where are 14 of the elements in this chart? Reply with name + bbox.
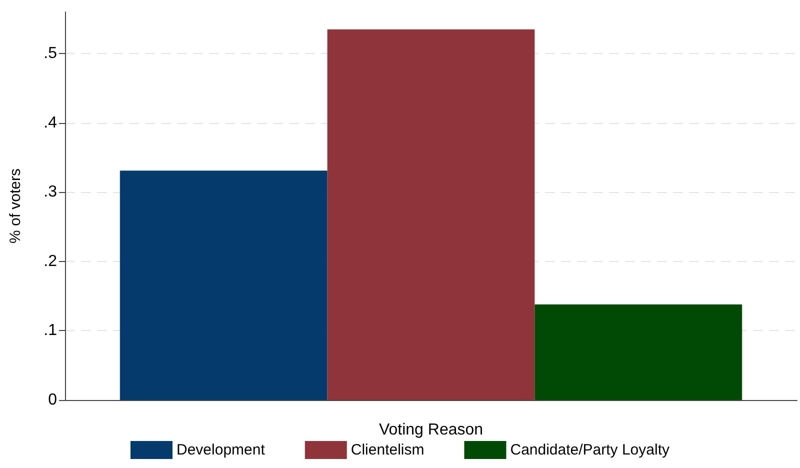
y-axis-title: % of voters [7, 168, 24, 244]
legend-label: Development [176, 442, 266, 458]
y-tick-label: .3 [44, 184, 58, 201]
y-tick-label: .2 [44, 252, 58, 270]
y-tick-label: 0 [48, 392, 58, 408]
legend-label: Candidate/Party Loyalty [510, 442, 670, 458]
bar [327, 29, 535, 400]
legend-label: Clientelism [350, 442, 424, 458]
y-tick-label: .1 [44, 322, 58, 340]
bar [120, 170, 328, 400]
y-tick-label: .5 [44, 45, 58, 62]
y-tick-label: .4 [44, 114, 58, 132]
bar [534, 304, 742, 400]
x-axis-title: Voting Reason [378, 422, 484, 438]
